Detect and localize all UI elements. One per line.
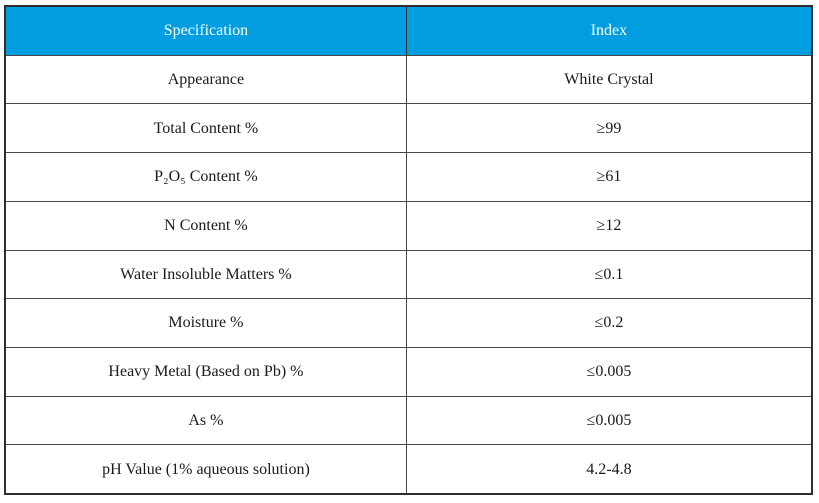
header-specification: Specification (6, 7, 407, 55)
index-cell: ≥61 (596, 168, 622, 186)
table-row: pH Value (1% aqueous solution) 4.2-4.8 (6, 445, 811, 494)
spec-cell: pH Value (1% aqueous solution) (6, 445, 407, 494)
table-row: Total Content % ≥99 (6, 104, 811, 154)
index-cell: White Crystal (564, 70, 654, 88)
index-cell: ≤0.1 (594, 265, 624, 283)
spec-cell: N Content % (6, 201, 407, 250)
table-row: Appearance White Crystal (6, 55, 811, 105)
specification-table: Specification Index Appearance White Crys… (4, 5, 813, 495)
index-cell: ≤0.2 (594, 314, 624, 332)
header-index: Index (590, 22, 628, 40)
table-row: Water Insoluble Matters % ≤0.1 (6, 250, 811, 300)
index-cell: ≤0.005 (586, 363, 632, 381)
index-cell: ≤0.005 (586, 411, 632, 429)
table-row: As % ≤0.005 (6, 396, 811, 446)
spec-cell: Moisture % (6, 299, 407, 347)
index-cell: ≥12 (596, 217, 622, 235)
spec-cell: Water Insoluble Matters % (6, 250, 407, 299)
spec-cell: Appearance (6, 55, 407, 104)
table-row: Moisture % ≤0.2 (6, 299, 811, 348)
spec-cell: Heavy Metal (Based on Pb) % (6, 347, 407, 396)
index-cell: ≥99 (596, 119, 622, 137)
table-row: N Content % ≥12 (6, 201, 811, 251)
spec-cell: P₂O₅ Content % (6, 153, 407, 201)
index-cell: 4.2-4.8 (586, 460, 632, 478)
table-row: Heavy Metal (Based on Pb) % ≤0.005 (6, 347, 811, 397)
spec-cell: Total Content % (6, 104, 407, 153)
spec-cell: As % (6, 396, 407, 445)
table-row: P₂O₅ Content % ≥61 (6, 153, 811, 202)
table-header-row: Specification Index (6, 7, 811, 56)
